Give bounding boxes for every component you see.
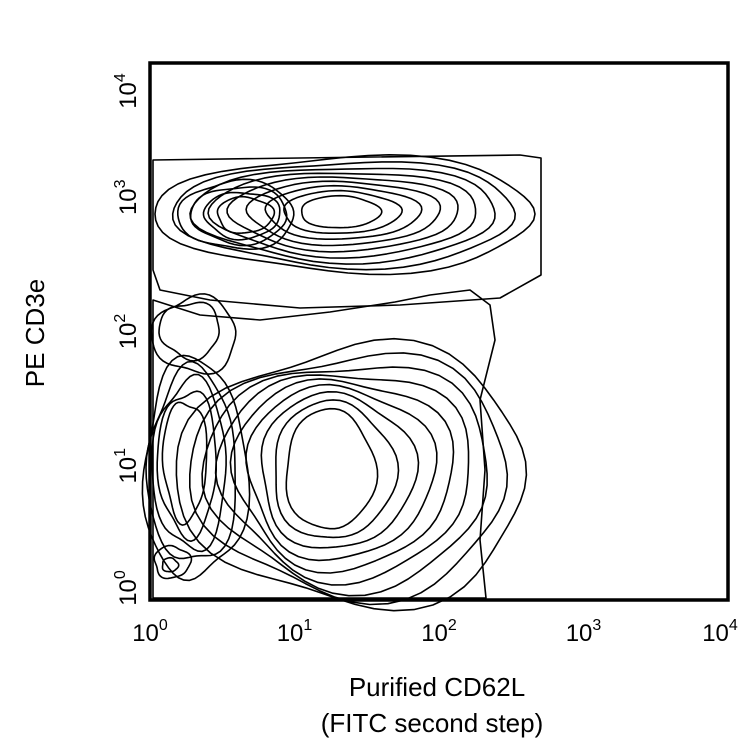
contour-ring-upper	[300, 194, 383, 229]
x-axis-tick-labels: 100 101 102 103 104	[132, 617, 738, 647]
contour-ring-lower-left	[156, 390, 217, 542]
y-tick-label: 101	[112, 448, 142, 484]
contour-ring-upper-left	[216, 195, 276, 234]
x-tick-label: 100	[132, 617, 168, 647]
contour-ring-upper-left	[202, 191, 281, 241]
y-axis-title: PE CD3e	[20, 279, 50, 387]
x-tick-label: 101	[277, 617, 313, 647]
contour-lines	[141, 154, 542, 612]
contour-ring-upper	[171, 161, 516, 271]
contour-ring-lower	[260, 391, 420, 549]
contour-ring-lower	[275, 399, 400, 539]
contour-ring-lower-left	[161, 401, 208, 526]
y-tick-label: 104	[112, 73, 142, 109]
contour-ring-origin	[161, 556, 180, 573]
contour-ring-upper	[245, 180, 442, 247]
x-tick-label: 103	[566, 617, 602, 647]
x-axis-title-line2: (FITC second step)	[321, 708, 544, 738]
contour-ring-lower-left	[151, 373, 227, 553]
contour-ring-upper	[226, 176, 459, 253]
contour-ring-lower	[189, 352, 509, 606]
y-tick-label: 103	[112, 179, 142, 215]
contour-ring-upper	[154, 154, 536, 276]
contour-ring-lower	[285, 407, 379, 530]
contour-ring-mid-left	[158, 301, 220, 362]
contour-ring-origin	[153, 544, 193, 580]
contour-ring-lower-left	[141, 354, 251, 582]
contour-ring-lower-outer	[152, 289, 496, 599]
contour-ring-upper	[207, 172, 477, 259]
contour-ring-lower-left	[145, 360, 236, 560]
contour-ring-lower	[175, 337, 528, 612]
contour-ring-lower	[201, 366, 488, 597]
x-axis-title-line1: Purified CD62L	[349, 672, 525, 702]
y-axis-tick-labels: 100 101 102 103 104	[112, 73, 142, 606]
contour-ring-upper	[264, 184, 423, 240]
contour-ring-upper-left	[189, 186, 288, 247]
x-tick-label: 104	[702, 617, 738, 647]
y-tick-label: 100	[112, 570, 142, 606]
y-tick-label: 102	[112, 314, 142, 350]
plot-frame	[148, 61, 730, 602]
contour-ring-upper	[283, 189, 403, 234]
x-tick-label: 102	[421, 617, 457, 647]
contour-ring-upper-left	[177, 178, 295, 250]
contour-ring-lower	[229, 378, 455, 574]
contour-ring-upper	[189, 167, 496, 265]
contour-ring-upper-outer	[152, 154, 542, 309]
